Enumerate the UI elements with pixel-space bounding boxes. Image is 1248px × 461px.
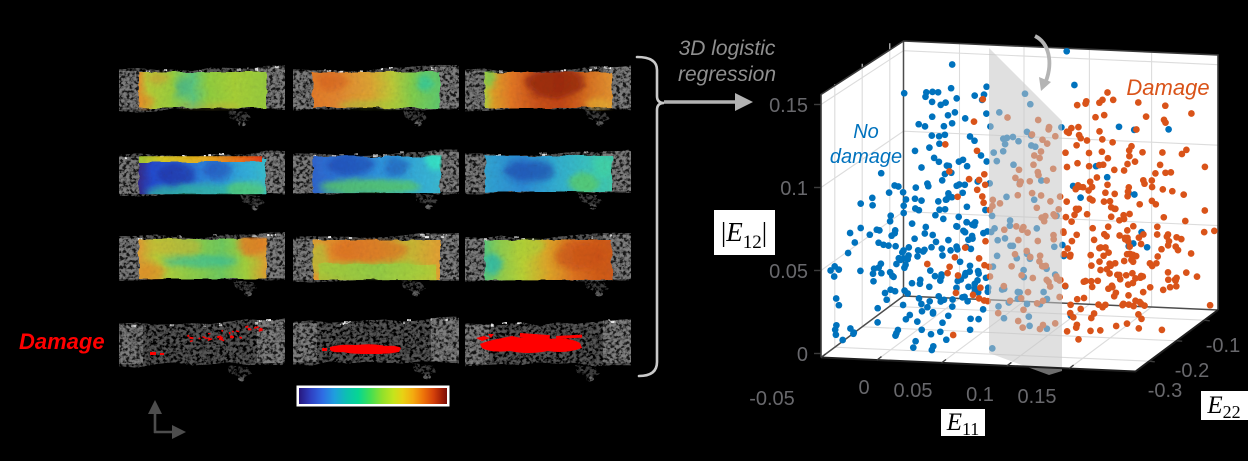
svg-text:-0.3: -0.3: [1148, 380, 1182, 402]
svg-text:0.15: 0.15: [769, 95, 808, 117]
svg-text:0.05: 0.05: [894, 380, 933, 402]
svg-text:Damage: Damage: [1126, 75, 1209, 100]
svg-text:0: 0: [797, 344, 808, 366]
svg-text:Damage: Damage: [19, 329, 105, 354]
svg-text:damage: damage: [830, 146, 902, 168]
svg-text:0.1: 0.1: [966, 384, 994, 406]
svg-text:0.05: 0.05: [769, 261, 808, 283]
svg-text:regression: regression: [678, 63, 776, 86]
svg-text:3D logistic: 3D logistic: [679, 37, 776, 60]
svg-text:-0.2: -0.2: [1175, 360, 1209, 382]
svg-text:0: 0: [858, 377, 869, 399]
svg-text:No: No: [853, 121, 879, 143]
svg-text:-0.05: -0.05: [749, 388, 795, 410]
svg-text:0.1: 0.1: [780, 178, 808, 200]
svg-text:0.15: 0.15: [1018, 386, 1057, 408]
svg-text:-0.1: -0.1: [1206, 335, 1240, 357]
